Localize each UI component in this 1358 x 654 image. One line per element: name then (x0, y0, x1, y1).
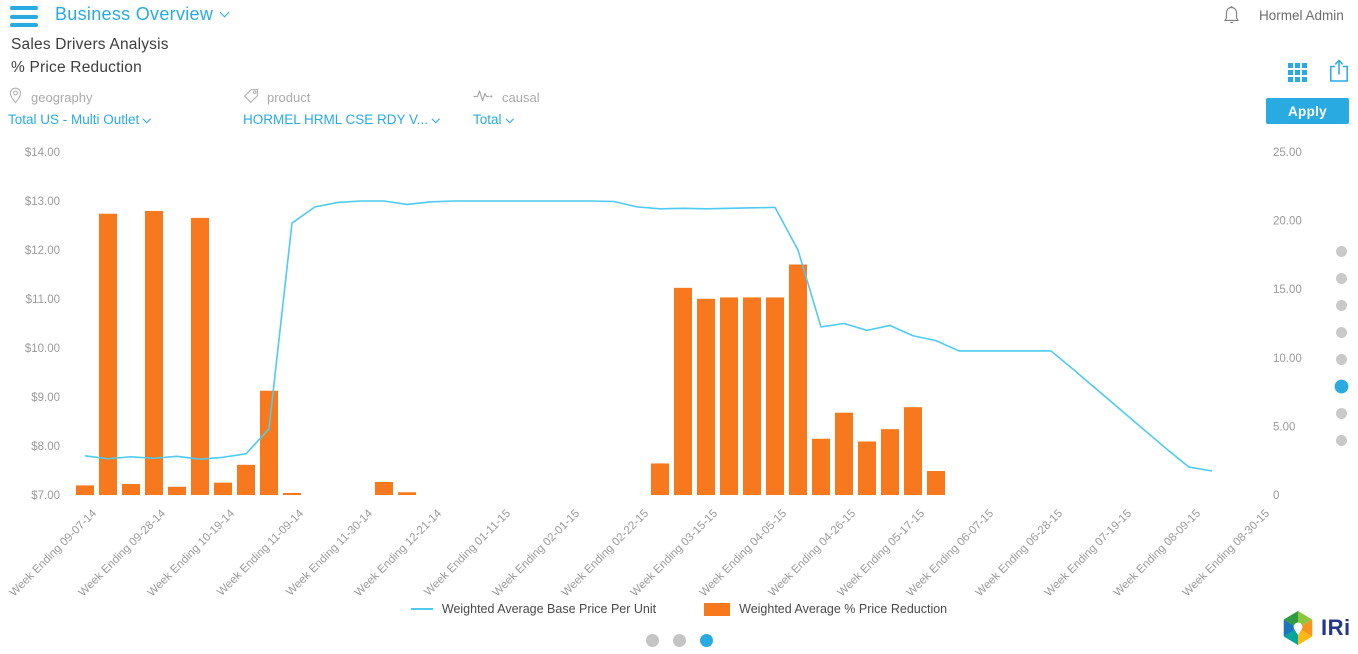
price-reduction-bar[interactable] (858, 441, 876, 495)
axis-tick-label: $11.00 (26, 294, 60, 306)
filter-geography-value[interactable]: Total US - Multi Outlet (8, 112, 151, 127)
filter-product-value-text: HORMEL HRML CSE RDY V... (243, 112, 429, 127)
pulse-icon (473, 88, 494, 106)
hamburger-menu-icon[interactable] (10, 6, 38, 28)
legend-item-bar: Weighted Average % Price Reduction (704, 602, 947, 616)
location-pin-icon (8, 87, 23, 107)
page-title: Sales Drivers Analysis (11, 36, 169, 53)
side-nav-dot[interactable] (1336, 435, 1347, 446)
price-reduction-bar[interactable] (168, 486, 186, 495)
axis-tick-label: 10.00 (1273, 353, 1302, 365)
axis-tick-label: 0 (1273, 490, 1279, 502)
bar-swatch-icon (704, 602, 731, 616)
iri-logo-hexagon (1283, 611, 1313, 645)
price-reduction-bar[interactable] (835, 412, 853, 495)
price-reduction-bar[interactable] (789, 264, 807, 495)
price-reduction-bar[interactable] (99, 213, 117, 496)
side-dot-nav (1334, 246, 1349, 446)
price-reduction-bar[interactable] (237, 464, 255, 495)
page-subtitle: % Price Reduction (11, 59, 142, 76)
legend-item-line: Weighted Average Base Price Per Unit (410, 602, 657, 616)
carousel-pagination (0, 634, 1358, 647)
chart-legend: Weighted Average Base Price Per Unit Wei… (0, 602, 1358, 616)
price-reduction-bar[interactable] (122, 484, 140, 495)
iri-logo-text: IRi (1321, 615, 1351, 640)
price-reduction-bar[interactable] (766, 297, 784, 495)
side-nav-dot[interactable] (1336, 327, 1347, 338)
price-reduction-bar[interactable] (375, 481, 393, 495)
filter-causal-value[interactable]: Total (473, 112, 540, 127)
side-nav-dot[interactable] (1336, 300, 1347, 311)
price-reduction-bar[interactable] (812, 438, 830, 495)
axis-tick-label: $7.00 (31, 490, 60, 502)
combo-chart-svg: $14.00 $13.00 $12.00 $11.00 $10.00 $9.00 $8.00… (8, 147, 1302, 599)
notification-bell-icon[interactable] (1222, 5, 1241, 31)
side-nav-dot[interactable] (1336, 408, 1347, 419)
axis-tick-label: $13.00 (25, 196, 60, 208)
price-reduction-bar[interactable] (743, 297, 761, 495)
axis-tick-label: 25.00 (1273, 147, 1302, 159)
filter-product: product HORMEL HRML CSE RDY V... (243, 88, 440, 127)
filter-geography-value-text: Total US - Multi Outlet (8, 112, 140, 127)
axis-tick-label: $9.00 (31, 392, 60, 404)
base-price-line[interactable] (84, 200, 1213, 472)
filter-product-value[interactable]: HORMEL HRML CSE RDY V... (243, 112, 440, 127)
tag-icon (243, 88, 259, 107)
combo-chart: $14.00 $13.00 $12.00 $11.00 $10.00 $9.00 $8.00… (8, 147, 1302, 599)
price-reduction-bar[interactable] (76, 485, 94, 495)
axis-tick-label: 20.00 (1273, 216, 1302, 228)
pagination-dot[interactable] (645, 634, 659, 647)
side-nav-dot[interactable] (1336, 246, 1347, 257)
filter-product-label: product (267, 89, 311, 105)
axis-tick-label: 5.00 (1273, 421, 1295, 433)
axis-tick-label: $12.00 (25, 245, 60, 257)
price-reduction-bar[interactable] (260, 390, 278, 495)
axis-tick-label: 15.00 (1273, 284, 1302, 296)
axis-tick-label: $8.00 (31, 441, 60, 453)
export-share-icon[interactable] (1328, 58, 1350, 89)
price-reduction-bar[interactable] (674, 287, 692, 495)
price-reduction-bar[interactable] (283, 492, 301, 495)
axis-tick-label: $14.00 (25, 147, 60, 159)
price-reduction-bar[interactable] (720, 297, 738, 495)
price-reduction-bar[interactable] (697, 298, 715, 495)
filter-causal: causal Total (473, 88, 540, 128)
price-reduction-bar[interactable] (145, 210, 163, 495)
price-reduction-bar[interactable] (927, 470, 945, 495)
nav-title-dropdown[interactable]: Business Overview (55, 4, 230, 25)
price-reduction-bar[interactable] (214, 482, 232, 495)
iri-logo: IRi (1281, 609, 1351, 647)
price-reduction-bar[interactable] (651, 463, 669, 495)
filter-geography: geography Total US - Multi Outlet (8, 87, 151, 127)
side-nav-dot-active[interactable] (1334, 379, 1349, 394)
user-menu[interactable]: Hormel Admin (1259, 8, 1344, 23)
price-reduction-bar[interactable] (881, 429, 899, 495)
price-reduction-bar[interactable] (398, 492, 416, 495)
side-nav-dot[interactable] (1336, 354, 1347, 365)
filter-causal-label: causal (502, 89, 540, 105)
filter-geography-label: geography (31, 89, 93, 105)
nav-title-label: Business Overview (55, 4, 214, 24)
line-swatch-icon (410, 608, 433, 610)
price-reduction-bar[interactable] (904, 407, 922, 495)
price-reduction-bar[interactable] (191, 217, 209, 495)
side-nav-dot[interactable] (1336, 273, 1347, 284)
filter-causal-value-text: Total (473, 112, 502, 127)
grid-view-icon[interactable] (1288, 63, 1307, 82)
legend-line-label: Weighted Average Base Price Per Unit (441, 602, 657, 616)
pagination-dot-active[interactable] (699, 634, 713, 647)
pagination-dot[interactable] (672, 634, 686, 647)
legend-bar-label: Weighted Average % Price Reduction (739, 602, 948, 616)
apply-button[interactable]: Apply (1266, 98, 1349, 124)
axis-tick-label: $10.00 (25, 343, 60, 355)
